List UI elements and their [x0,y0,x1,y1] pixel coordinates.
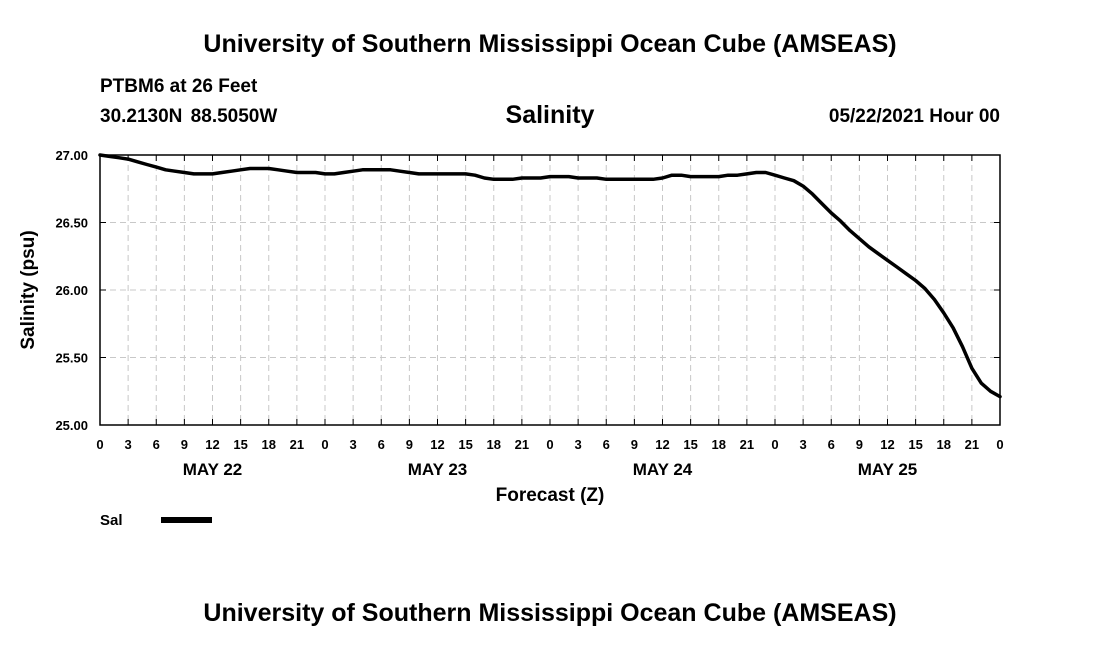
x-tick-label: 0 [771,437,778,452]
x-tick-label: 9 [856,437,863,452]
x-tick-label: 15 [233,437,247,452]
station-coordinates: 30.2130N 88.5050W [100,106,278,127]
x-tick-label: 18 [937,437,951,452]
legend: Sal [100,512,212,529]
x-tick-label: 0 [546,437,553,452]
x-tick-label: 0 [996,437,1003,452]
x-tick-label: 6 [153,437,160,452]
x-tick-label: 21 [965,437,979,452]
x-tick-label: 12 [655,437,669,452]
station-label: PTBM6 at 26 Feet [100,76,258,97]
legend-label: Sal [100,512,123,529]
x-tick-label: 18 [487,437,501,452]
y-tick-label: 27.00 [55,148,88,163]
x-tick-label: 21 [515,437,529,452]
x-tick-label: 15 [683,437,697,452]
x-axis-title: Forecast (Z) [496,485,605,506]
y-tick-label: 26.50 [55,216,88,231]
footer-title: University of Southern Mississippi Ocean… [203,599,897,627]
y-tick-label: 25.00 [55,418,88,433]
day-label: MAY 24 [633,460,693,479]
day-label: MAY 22 [183,460,243,479]
grid [100,155,1000,425]
ticks [99,154,1001,426]
x-tick-label: 6 [603,437,610,452]
x-tick-label: 3 [125,437,132,452]
x-tick-label: 15 [908,437,922,452]
x-tick-label: 9 [406,437,413,452]
x-tick-label: 15 [458,437,472,452]
x-tick-label: 18 [712,437,726,452]
x-tick-label: 9 [631,437,638,452]
chart-title: Salinity [505,101,595,129]
x-tick-label: 9 [181,437,188,452]
x-tick-label: 12 [430,437,444,452]
x-tick-label: 3 [800,437,807,452]
x-tick-label: 12 [880,437,894,452]
x-tick-label: 21 [740,437,754,452]
tick-labels: 0 3 6 9 12 15 18 21 0 3 6 9 12 15 18 21 0 3 6 9 12 15 18 21 0 3 6 9… [55,148,1003,479]
x-tick-label: 6 [828,437,835,452]
run-date: 05/22/2021 Hour 00 [828,106,1000,127]
series-line-sal [98,153,1002,399]
day-label: MAY 25 [858,460,918,479]
x-tick-label: 21 [290,437,304,452]
x-tick-label: 3 [350,437,357,452]
day-label: MAY 23 [408,460,468,479]
x-tick-label: 0 [321,437,328,452]
x-tick-label: 18 [262,437,276,452]
series-layer [98,153,1002,399]
x-tick-label: 12 [205,437,219,452]
y-tick-label: 25.50 [55,351,88,366]
x-tick-label: 3 [575,437,582,452]
y-tick-label: 26.00 [55,283,88,298]
x-tick-label: 6 [378,437,385,452]
header-title: University of Southern Mississippi Ocean… [203,30,897,58]
y-axis-title: Salinity (psu) [18,230,39,349]
x-tick-label: 0 [96,437,103,452]
